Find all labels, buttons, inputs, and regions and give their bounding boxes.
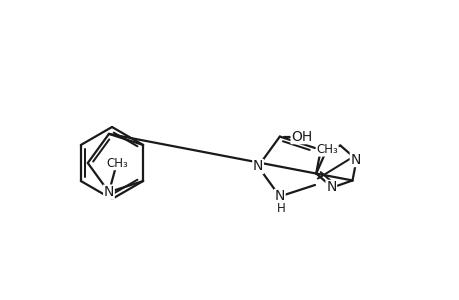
Text: N: N bbox=[350, 152, 360, 167]
Text: N: N bbox=[274, 189, 285, 203]
Text: CH₃: CH₃ bbox=[106, 157, 128, 169]
Text: OH: OH bbox=[291, 130, 312, 144]
Text: H: H bbox=[276, 202, 285, 215]
Text: N: N bbox=[325, 181, 336, 194]
Text: N: N bbox=[104, 185, 114, 199]
Text: N: N bbox=[252, 160, 263, 173]
Text: CH₃: CH₃ bbox=[316, 143, 337, 156]
